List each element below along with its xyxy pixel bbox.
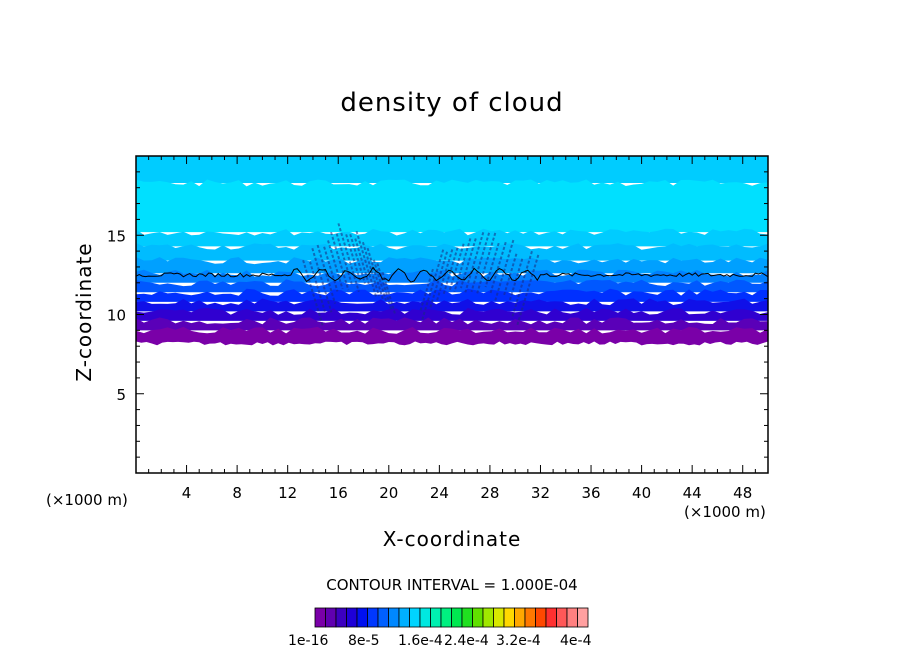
x-tick-label: 4 xyxy=(182,484,192,502)
colorbar-label: 3.2e-4 xyxy=(496,633,541,649)
wave-stripe xyxy=(489,241,507,294)
colorbar-label: 1e-16 xyxy=(288,633,329,649)
chart-title: density of cloud xyxy=(340,88,564,118)
wave-stripe xyxy=(308,261,326,312)
wave-stripe xyxy=(366,247,385,301)
colorbar-swatch xyxy=(325,607,337,628)
colorbar-swatch xyxy=(388,607,400,628)
colorbar-swatch xyxy=(451,607,463,628)
colorbar-swatch xyxy=(472,607,484,628)
colorbar-swatch xyxy=(335,607,347,628)
x-axis-label: X-coordinate xyxy=(382,527,522,551)
density-band xyxy=(136,288,768,302)
colorbar-swatch xyxy=(524,607,536,628)
y-axis-label: Z-coordinate xyxy=(72,242,96,382)
wave-stripe xyxy=(435,249,454,302)
wave-stripe xyxy=(453,238,472,293)
colorbar-swatch xyxy=(377,607,389,628)
colorbar xyxy=(314,607,589,628)
colorbar-swatch xyxy=(440,607,452,628)
colorbar-swatch xyxy=(461,607,473,628)
wave-stripe xyxy=(327,240,344,290)
colorbar-swatch xyxy=(314,607,326,628)
colorbar-swatch xyxy=(566,607,578,628)
colorbar-swatch xyxy=(503,607,515,628)
x-tick-label: 40 xyxy=(632,484,651,502)
x-tick-label: 32 xyxy=(531,484,550,502)
wave-stripe xyxy=(345,234,362,282)
colorbar-swatch xyxy=(419,607,431,628)
wave-stripe xyxy=(330,231,350,291)
wave-stripe xyxy=(510,250,533,319)
wave-stripe xyxy=(470,232,491,293)
wave-stripe xyxy=(311,247,333,313)
wave-stripe xyxy=(354,238,370,285)
density-band xyxy=(136,317,768,331)
wave-stripe xyxy=(316,244,337,304)
x-tick-label: 24 xyxy=(430,484,449,502)
wave-stripe xyxy=(484,242,500,288)
colorbar-swatch xyxy=(482,607,494,628)
wave-stripe xyxy=(335,233,353,285)
wave-stripe xyxy=(502,253,518,298)
colorbar-swatch xyxy=(367,607,379,628)
x-axis-ticks: 4 8 12 16 20 24 28 32 36 40 44 48 xyxy=(135,156,769,502)
wave-stripe xyxy=(421,249,445,321)
colorbar-label: 1.6e-4 xyxy=(398,633,443,649)
colorbar-label: 2.4e-4 xyxy=(444,633,489,649)
density-band xyxy=(136,179,768,233)
wave-stripe xyxy=(372,259,387,301)
colorbar-swatch xyxy=(577,607,589,628)
colorbar-label: 4e-4 xyxy=(560,633,592,649)
x-tick-label: 20 xyxy=(379,484,398,502)
x-tick-label: 48 xyxy=(733,484,752,502)
density-band xyxy=(136,269,768,283)
density-band xyxy=(136,298,768,312)
wave-stripe xyxy=(448,243,465,293)
colorbar-swatch xyxy=(545,607,557,628)
y-tick-label: 15 xyxy=(107,227,126,245)
wave-stripe xyxy=(349,233,366,284)
contour-line xyxy=(135,266,769,283)
wave-stripe xyxy=(459,238,477,289)
x-tick-label: 16 xyxy=(329,484,348,502)
colorbar-swatch xyxy=(346,607,358,628)
contour-interval-label: CONTOUR INTERVAL = 1.000E-04 xyxy=(326,576,578,594)
wave-stripe xyxy=(302,259,324,327)
density-band xyxy=(136,307,768,321)
colorbar-swatch xyxy=(356,607,368,628)
colorbar-swatch xyxy=(556,607,568,628)
wave-stripe xyxy=(419,268,434,312)
x-tick-label: 36 xyxy=(581,484,600,502)
wave-stripe xyxy=(355,230,378,299)
y-axis-ticks: 5 10 15 xyxy=(107,155,768,474)
colorbar-swatch xyxy=(409,607,421,628)
wave-stripe xyxy=(476,232,497,294)
x-tick-label: 12 xyxy=(278,484,297,502)
wave-stripe xyxy=(323,246,339,292)
x-tick-label: 8 xyxy=(232,484,242,502)
density-band xyxy=(136,228,768,247)
y-tick-label: 10 xyxy=(107,307,126,325)
density-band xyxy=(136,156,768,183)
cloud-base-band xyxy=(136,335,768,346)
colorbar-swatch xyxy=(493,607,505,628)
x-unit-label-left: (×1000 m) xyxy=(46,491,128,509)
x-unit-label-right: (×1000 m) xyxy=(684,503,766,521)
wave-stripe xyxy=(442,247,459,296)
colorbar-swatch xyxy=(398,607,410,628)
wave-stripe xyxy=(464,232,485,293)
x-tick-label: 44 xyxy=(683,484,702,502)
colorbar-label: 8e-5 xyxy=(348,633,380,649)
wave-stripe xyxy=(376,263,393,311)
y-tick-label: 5 xyxy=(116,386,126,404)
colorbar-swatch xyxy=(535,607,547,628)
colorbar-swatch xyxy=(514,607,526,628)
wave-stripe xyxy=(516,254,540,326)
x-tick-label: 28 xyxy=(480,484,499,502)
wave-stripe xyxy=(361,241,380,297)
colorbar-swatch xyxy=(430,607,442,628)
wave-stripe xyxy=(337,223,360,293)
